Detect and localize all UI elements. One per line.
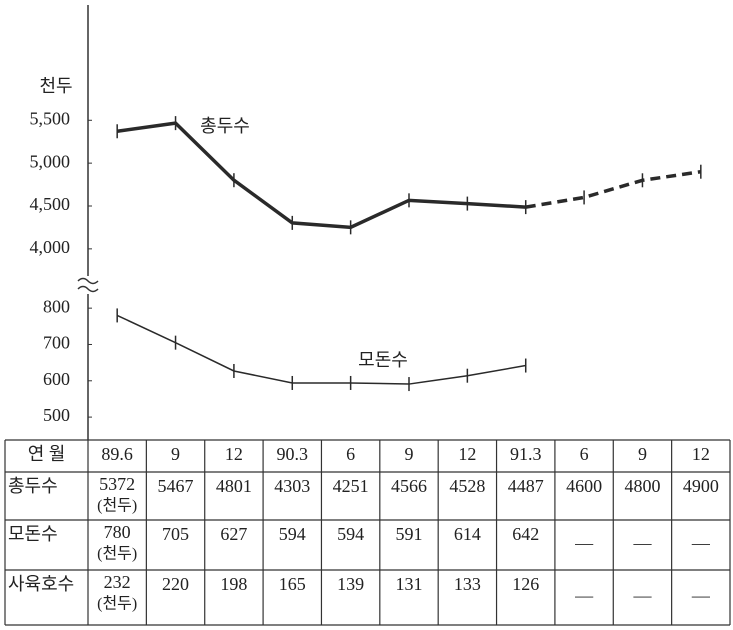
cell-value: 232	[104, 572, 131, 592]
column-header: 12	[225, 444, 243, 464]
y-unit-label: 천두	[39, 76, 72, 96]
column-header: 9	[171, 444, 180, 464]
series-line	[116, 121, 526, 230]
axis-break-gap	[80, 276, 96, 294]
cell-value: 627	[220, 524, 247, 544]
cell-value: 642	[512, 524, 539, 544]
empty-cell: —	[574, 533, 594, 553]
y-tick-label: 800	[43, 296, 70, 316]
cell-value: 139	[337, 574, 364, 594]
cell-value: 780	[104, 522, 131, 542]
unit-note: (천두)	[97, 595, 137, 613]
y-tick-label: 700	[43, 333, 70, 353]
unit-note: (천두)	[97, 545, 137, 563]
cell-value: 133	[454, 574, 481, 594]
cell-value: 591	[396, 524, 423, 544]
empty-cell: —	[632, 586, 652, 606]
series-line	[525, 169, 702, 209]
row-label: 모돈수	[8, 524, 58, 544]
column-header: 91.3	[510, 444, 542, 464]
y-tick-label: 5,000	[30, 151, 71, 171]
cell-value: 4251	[333, 476, 369, 496]
cell-value: 4800	[624, 476, 660, 496]
cell-value: 165	[279, 574, 306, 594]
column-header: 6	[580, 444, 589, 464]
cell-value: 4900	[683, 476, 719, 496]
y-tick-label: 4,500	[30, 194, 71, 214]
cell-value: 594	[279, 524, 306, 544]
column-header: 9	[405, 444, 414, 464]
cell-value: 705	[162, 524, 189, 544]
cell-value: 131	[396, 574, 423, 594]
empty-cell: —	[574, 586, 594, 606]
axis-break	[77, 277, 99, 293]
cell-value: 594	[337, 524, 364, 544]
y-tick-label: 5,500	[30, 108, 71, 128]
column-header: 90.3	[277, 444, 309, 464]
cell-value: 5372	[99, 474, 135, 494]
cell-value: 5467	[158, 476, 194, 496]
y-tick-label: 4,000	[30, 237, 71, 257]
series-annotation: 총두수	[200, 116, 250, 136]
column-header: 6	[346, 444, 355, 464]
unit-note: (천두)	[97, 497, 137, 515]
series-line	[116, 314, 526, 385]
cell-value: 614	[454, 524, 481, 544]
cell-value: 4566	[391, 476, 427, 496]
cell-value: 4600	[566, 476, 602, 496]
y-tick-label: 600	[43, 369, 70, 389]
empty-cell: —	[691, 533, 711, 553]
column-header: 9	[638, 444, 647, 464]
cell-value: 198	[220, 574, 247, 594]
cell-value: 4528	[449, 476, 485, 496]
cell-value: 4303	[274, 476, 310, 496]
cell-value: 220	[162, 574, 189, 594]
column-header: 12	[458, 444, 476, 464]
series-annotation: 모돈수	[358, 350, 408, 370]
column-header: 12	[692, 444, 710, 464]
empty-cell: —	[691, 586, 711, 606]
cell-value: 4801	[216, 476, 252, 496]
empty-cell: —	[632, 533, 652, 553]
column-header: 89.6	[101, 444, 133, 464]
cell-value: 4487	[508, 476, 544, 496]
y-tick-label: 500	[43, 405, 70, 425]
row-label: 사육호수	[8, 574, 74, 594]
cell-value: 126	[512, 574, 539, 594]
table-header: 연 월	[28, 444, 66, 464]
row-label: 총두수	[8, 476, 58, 496]
